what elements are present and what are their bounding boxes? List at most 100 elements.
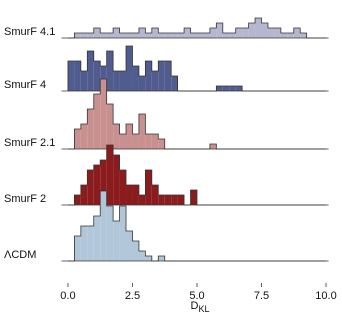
histogram-bar	[145, 61, 152, 91]
histogram-bar	[100, 66, 107, 91]
histogram-bar	[80, 226, 88, 261]
histogram-bar	[158, 61, 165, 91]
histogram-bar	[145, 33, 152, 38]
histogram-bar	[93, 61, 101, 91]
histogram-bar	[132, 33, 139, 38]
histogram-bar	[138, 251, 146, 261]
histogram-bar	[248, 23, 256, 38]
histogram-bar	[151, 134, 159, 149]
histogram-bar	[209, 28, 217, 38]
histogram-bar	[87, 109, 94, 149]
histogram-bar	[280, 33, 288, 38]
histogram-bar	[80, 124, 88, 149]
histogram-bar	[74, 33, 81, 38]
histogram-bar	[80, 71, 88, 91]
histogram-bar	[80, 185, 88, 205]
histogram-bar	[164, 33, 172, 38]
histogram-bar	[177, 195, 185, 205]
histogram-bar	[126, 46, 133, 91]
histogram-bar	[126, 231, 133, 261]
row-label: SmurF 2.1	[4, 137, 55, 149]
histogram-bar	[93, 28, 101, 38]
histogram-bar	[106, 33, 114, 38]
histogram-bar	[171, 33, 178, 38]
histogram-bar	[158, 33, 165, 38]
histogram-bar	[300, 33, 307, 38]
histogram-bar	[145, 170, 152, 205]
histogram-bar	[267, 28, 275, 38]
histogram-bar	[242, 28, 249, 38]
histogram-bar	[190, 190, 197, 205]
histogram-bar	[216, 23, 223, 38]
x-tick-label: 0.0	[60, 290, 75, 302]
histogram-bar	[106, 104, 114, 149]
x-tick-label: 5.0	[189, 290, 204, 302]
histogram-bar	[119, 71, 127, 91]
row-label: SmurF 4.1	[4, 26, 55, 38]
x-tick-label: 2.5	[125, 290, 140, 302]
histogram-bar	[158, 256, 165, 261]
histogram-bar	[126, 124, 133, 149]
histogram-bar	[229, 33, 236, 38]
histogram-bar	[113, 28, 120, 38]
histogram-bar	[203, 33, 210, 38]
histogram-bar	[87, 51, 94, 91]
histogram-bar	[100, 33, 107, 38]
histogram-bar	[93, 165, 101, 205]
histogram-bar	[158, 139, 165, 149]
histogram-bar	[87, 226, 94, 261]
histogram-bar	[113, 124, 120, 149]
histogram-bar	[93, 94, 101, 149]
histogram-bar	[138, 114, 146, 149]
histogram-bar	[216, 86, 223, 91]
histogram-bar	[119, 206, 127, 261]
histogram-bar	[106, 51, 114, 91]
histogram-bar	[80, 33, 88, 38]
histogram-bar	[132, 241, 139, 261]
histogram-bar	[74, 195, 81, 205]
histogram-bar	[113, 71, 120, 91]
histogram-bar	[87, 170, 94, 205]
histogram-bar	[274, 28, 281, 38]
histogram-bar	[196, 33, 204, 38]
histogram-bar	[87, 33, 94, 38]
histogram-bar	[100, 79, 107, 149]
histogram-bar	[177, 33, 185, 38]
x-tick-label: 7.5	[254, 290, 269, 302]
histogram-bar	[100, 160, 107, 205]
histogram-bar	[119, 134, 127, 149]
histogram-bar	[184, 28, 191, 38]
row-label: ΛCDM	[4, 249, 36, 261]
histogram-bar	[113, 221, 120, 261]
histogram-bar	[151, 71, 159, 91]
histogram-bar	[151, 28, 159, 38]
histogram-bar	[158, 195, 165, 205]
histogram-bar	[138, 195, 146, 205]
row-label: SmurF 4	[4, 79, 46, 91]
histogram-bar	[132, 185, 139, 205]
histogram-bar	[100, 191, 107, 261]
histogram-bar	[164, 195, 172, 205]
histogram-bar	[229, 86, 236, 91]
histogram-bar	[126, 185, 133, 205]
histogram-bar	[74, 129, 81, 149]
histogram-bar	[132, 134, 139, 149]
histogram-bar	[235, 86, 243, 91]
histogram-bar	[138, 76, 146, 91]
histogram-bar	[235, 28, 243, 38]
histogram-bar	[106, 206, 114, 261]
histogram-bar	[67, 61, 75, 91]
histogram-bar	[119, 170, 127, 205]
histogram-bar	[222, 86, 230, 91]
histogram-bar	[119, 33, 127, 38]
histogram-bar	[132, 66, 139, 91]
x-axis-label: DKL	[191, 300, 210, 314]
histogram-outline	[67, 17, 327, 39]
histogram-bar	[171, 195, 178, 205]
histogram-bar	[222, 33, 230, 38]
row-label: SmurF 2	[4, 193, 46, 205]
histogram-bar	[261, 23, 268, 38]
histogram-bar	[255, 18, 262, 38]
histogram-bar	[113, 155, 120, 205]
